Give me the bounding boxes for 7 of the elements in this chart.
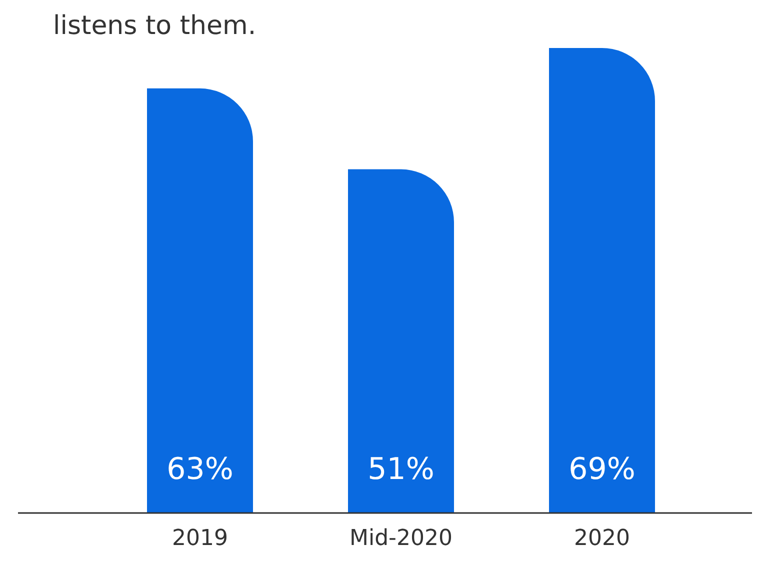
x-tick-label: Mid-2020 xyxy=(350,526,452,551)
chart-title: listens to them. xyxy=(53,11,256,41)
x-tick-label: 2020 xyxy=(574,526,630,551)
data-label: 69% xyxy=(568,452,636,487)
data-label: 51% xyxy=(368,452,434,487)
data-label: 63% xyxy=(166,452,234,487)
x-tick-label: 2019 xyxy=(172,526,228,551)
